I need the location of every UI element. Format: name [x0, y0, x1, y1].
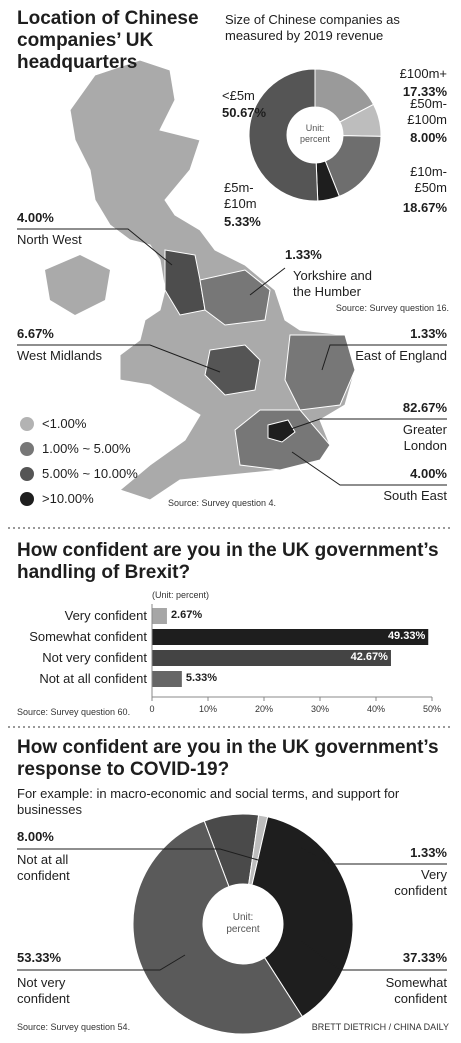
- bar: [152, 608, 167, 624]
- x-tick-label: 20%: [254, 704, 273, 714]
- category-label: Not at all confident: [39, 671, 147, 686]
- x-tick-label: 0: [149, 704, 155, 714]
- source: Source: Survey question 54.: [17, 1022, 131, 1032]
- value-label: 4.00%: [410, 466, 447, 481]
- value-label: 82.67%: [402, 400, 447, 415]
- value-label: 2.67%: [170, 609, 203, 621]
- map-northern-ireland: [45, 255, 110, 315]
- legend-swatch: [20, 467, 34, 481]
- x-tick-label: 40%: [366, 704, 385, 714]
- value-label: 6.67%: [17, 326, 54, 341]
- chart-title: How confident are you in the UK governme…: [17, 737, 439, 780]
- leader-line: [17, 848, 266, 863]
- region-label: East of England: [355, 348, 447, 363]
- chart-title: Size of Chinese companies as measured by…: [225, 12, 400, 43]
- legend-swatch: [20, 442, 34, 456]
- legend-label: <1.00%: [42, 416, 87, 431]
- category-label: Very confident: [394, 867, 447, 898]
- leader-line: [17, 228, 173, 266]
- category-label: Not very confident: [17, 975, 70, 1006]
- map-region: [284, 334, 356, 411]
- value-label: 1.33%: [410, 845, 447, 860]
- value-label: 49.33%: [387, 630, 426, 642]
- leader-line: [321, 344, 447, 371]
- leader-lines: [17, 228, 447, 971]
- value-label: 42.67%: [350, 651, 388, 663]
- leader-line: [281, 418, 447, 433]
- x-tick-label: 30%: [310, 704, 329, 714]
- value-label: 1.33%: [410, 326, 447, 341]
- category-label: Not very confident: [42, 650, 147, 665]
- legend-label: 5.00% ~ 10.00%: [42, 466, 138, 481]
- value-label: 17.33%: [402, 84, 447, 99]
- map-region: [267, 419, 296, 443]
- pie-hole: [287, 107, 343, 163]
- value-label: 8.00%: [410, 130, 447, 145]
- leader-line: [17, 954, 186, 971]
- region-label: Yorkshire and the Humber: [293, 268, 373, 299]
- category-label: Somewhat confident: [385, 975, 447, 1006]
- center-label: Unit: percent: [299, 123, 331, 144]
- x-tick-label: 10%: [198, 704, 217, 714]
- value-label: 4.00%: [17, 210, 54, 225]
- category-label: Not at all confident: [17, 852, 70, 883]
- bar: [152, 671, 182, 687]
- category-label: £5m- £10m: [224, 180, 257, 211]
- legend-swatch: [20, 417, 34, 431]
- chart-subtitle: For example: in macro-economic and socia…: [17, 786, 400, 817]
- region-label: North West: [17, 232, 82, 247]
- region-label: South East: [383, 488, 447, 503]
- x-tick-label: 50%: [422, 704, 441, 714]
- map-region: [204, 344, 261, 396]
- source: Source: Survey question 4.: [168, 498, 277, 508]
- leader-line: [291, 451, 447, 486]
- legend-swatch: [20, 492, 34, 506]
- category-label: Very confident: [64, 608, 147, 623]
- credit: BRETT DIETRICH / CHINA DAILY: [311, 1022, 449, 1032]
- legend-label: >10.00%: [42, 491, 94, 506]
- map-title: Location of Chinese companies’ UK headqu…: [17, 8, 199, 73]
- category-label: £100m+: [399, 66, 447, 81]
- unit-label: (Unit: percent): [152, 590, 210, 600]
- value-label: 50.67%: [222, 105, 267, 120]
- category-label: £50m- £100m: [407, 96, 447, 127]
- leader-line: [249, 267, 286, 296]
- category-label: Somewhat confident: [29, 629, 147, 644]
- value-label: 8.00%: [17, 829, 54, 844]
- map-region: [199, 269, 271, 326]
- value-label: 18.67%: [402, 200, 447, 215]
- center-label: Unit: percent: [226, 912, 260, 935]
- value-label: 53.33%: [17, 950, 62, 965]
- region-label: Greater London: [402, 422, 447, 453]
- source: Source: Survey question 60.: [17, 707, 131, 717]
- value-label: 5.33%: [224, 214, 261, 229]
- value-label: 5.33%: [185, 672, 218, 684]
- pie-hole: [203, 884, 283, 964]
- legend-label: 1.00% ~ 5.00%: [42, 441, 131, 456]
- bar: [152, 650, 391, 666]
- category-label: <£5m: [222, 88, 255, 103]
- leader-line: [299, 939, 447, 971]
- chart-title: How confident are you in the UK governme…: [17, 540, 439, 583]
- region-label: West Midlands: [17, 348, 103, 363]
- leader-line: [17, 344, 221, 373]
- category-label: £10m- £50m: [410, 164, 447, 195]
- bar: [152, 629, 429, 645]
- value-label: 37.33%: [402, 950, 447, 965]
- source: Source: Survey question 16.: [335, 303, 449, 313]
- value-label: 1.33%: [285, 247, 322, 262]
- leader-line: [299, 846, 447, 865]
